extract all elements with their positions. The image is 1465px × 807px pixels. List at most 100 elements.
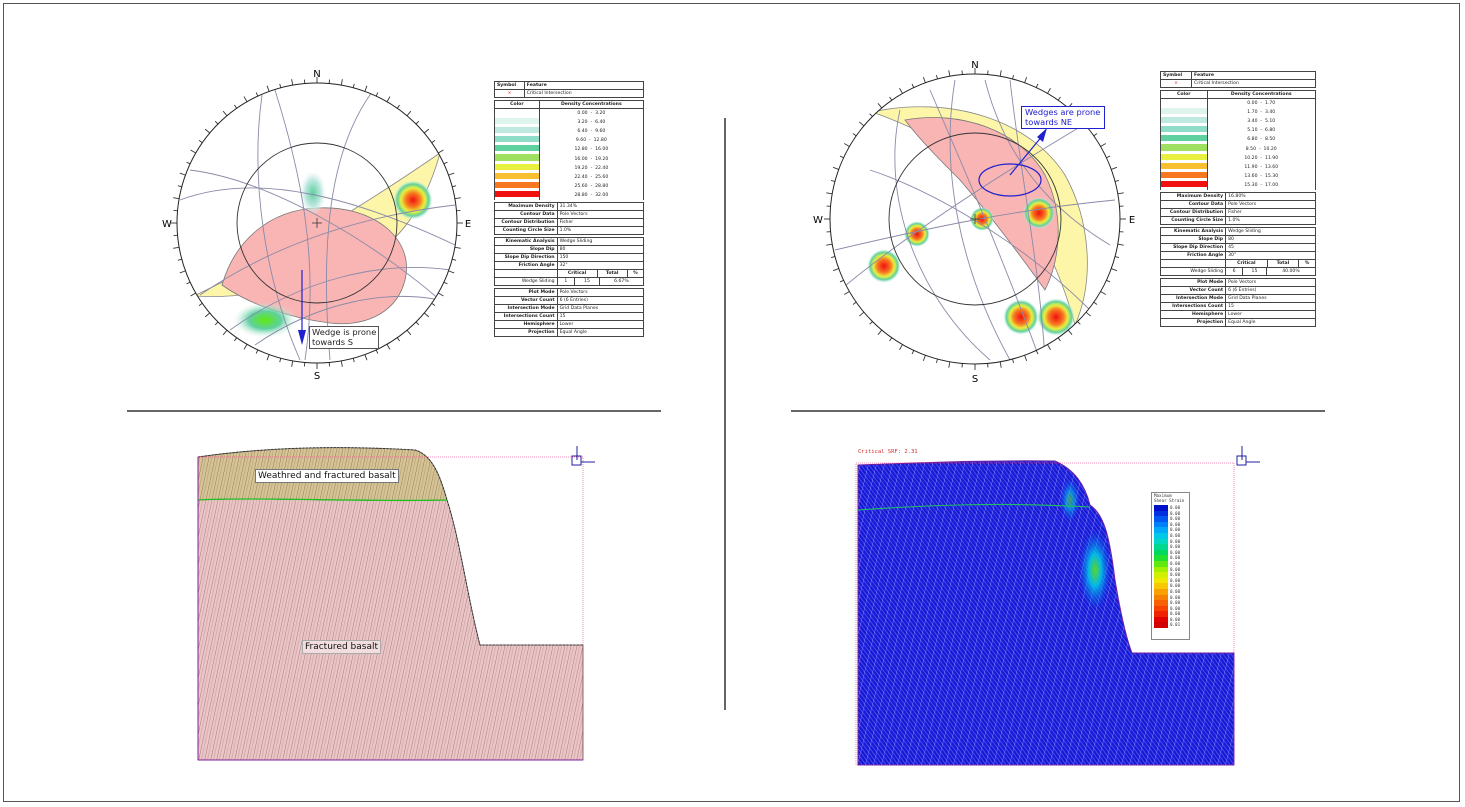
tick [375, 349, 379, 354]
density-row: 19.20 - 22.40 [494, 163, 645, 173]
strain-legend-row: 0.00 [1152, 521, 1189, 528]
tick [948, 361, 951, 368]
divider-vertical [724, 118, 726, 710]
tick [415, 120, 420, 125]
density-row: 3.40 - 5.10 [1160, 117, 1316, 127]
tick [999, 361, 1002, 368]
tick [1093, 301, 1098, 305]
tick [911, 350, 915, 355]
great-circle [189, 169, 441, 301]
divider-right [791, 410, 1325, 412]
tick [222, 329, 228, 336]
tick [386, 344, 391, 350]
symbol-table: Symbol Feature × Critical Intersection [1160, 71, 1316, 88]
strain-swatch [1154, 577, 1168, 584]
tick [243, 96, 248, 102]
strain-swatch [1154, 544, 1168, 550]
tick [179, 172, 186, 176]
strain-legend-row: 0.00 [1152, 555, 1189, 561]
density-contour [1023, 197, 1055, 229]
strain-swatch [1154, 566, 1168, 573]
strain-legend-row: 0.00 [1152, 516, 1189, 522]
tick [243, 344, 248, 350]
great-circle [984, 79, 1111, 246]
tick [1106, 155, 1111, 159]
strain-legend-row: 0.00 [1152, 566, 1189, 573]
great-circle [929, 89, 1041, 361]
tick [364, 354, 368, 361]
tick [454, 246, 461, 249]
tick [186, 281, 191, 285]
compass-e: E [465, 219, 471, 230]
tick [340, 360, 343, 367]
stereonet-legend-1: Symbol Feature × Critical Intersection Color… [494, 81, 645, 339]
strain-legend-row: 0.00 [1152, 538, 1189, 545]
critical-srf-label: Critical SRF: 2.31 [858, 449, 918, 455]
tick [173, 246, 180, 249]
strain-legend-row: 0.00 [1152, 600, 1189, 606]
plot-table: Plot Mode Pole Vectors Vector Count 6 (6 En… [1159, 277, 1316, 327]
tick [859, 121, 865, 127]
strain-swatch [1154, 505, 1168, 511]
tick [454, 197, 461, 200]
strain-swatch [1154, 588, 1168, 595]
tick [922, 355, 926, 362]
strain-swatch [1154, 594, 1168, 601]
tick [214, 321, 219, 326]
density-swatch [495, 136, 539, 143]
tick [266, 354, 270, 361]
tick [1047, 344, 1051, 350]
tick [1111, 268, 1118, 272]
tick [1111, 166, 1118, 170]
tick [198, 302, 203, 306]
tick [186, 161, 191, 165]
great-circle [894, 109, 991, 361]
tick [889, 337, 893, 342]
tick [826, 243, 833, 246]
tick [340, 79, 343, 86]
unit-boundary [857, 503, 1091, 511]
wedge-arrowhead [1037, 128, 1047, 142]
tick [1012, 74, 1014, 80]
tick [830, 256, 836, 258]
strain-zone [1060, 478, 1080, 522]
great-circle [949, 79, 1011, 361]
tick [396, 104, 400, 109]
model-boundary [855, 462, 1235, 766]
tick [1100, 291, 1106, 295]
friction-cone [236, 142, 398, 304]
tick [1024, 355, 1028, 362]
ticks [171, 77, 463, 369]
tick [922, 76, 926, 83]
wedge-callout: Wedges are prone towards NE [1021, 106, 1105, 129]
tick [859, 311, 865, 317]
strain-legend-row: 0.00 [1152, 560, 1189, 567]
strain-swatch [1154, 521, 1168, 528]
strain-legend-row: 0.00 [1152, 616, 1189, 623]
great-circle [834, 199, 1116, 251]
tick [1085, 311, 1091, 317]
strain-swatch [1154, 532, 1168, 539]
tick [1117, 192, 1124, 195]
legend-row: Counting Circle Size 1.0% [494, 225, 645, 235]
strain-legend-row: 0.00 [1152, 577, 1189, 584]
tick [948, 70, 951, 77]
tick [352, 83, 355, 88]
density-row: 6.80 - 8.50 [1160, 135, 1316, 145]
tick [830, 180, 836, 182]
tick [423, 128, 430, 134]
tick [1047, 88, 1051, 94]
strain-swatch [1154, 611, 1168, 617]
great-circle [254, 296, 441, 346]
density-row: 10.20 - 11.90 [1160, 153, 1316, 163]
density-row: 13.60 - 15.30 [1160, 171, 1316, 181]
density-row: 28.80 - 32.00 [494, 190, 645, 200]
compass-n: N [971, 60, 978, 71]
strain-swatch [1154, 516, 1168, 522]
strain-legend-row: 0.00 [1152, 532, 1189, 539]
density-contour [393, 180, 433, 220]
page-frame [3, 3, 1460, 802]
compass-s: S [314, 371, 320, 382]
wedge-callout: Wedge is prone towards S [309, 326, 379, 349]
